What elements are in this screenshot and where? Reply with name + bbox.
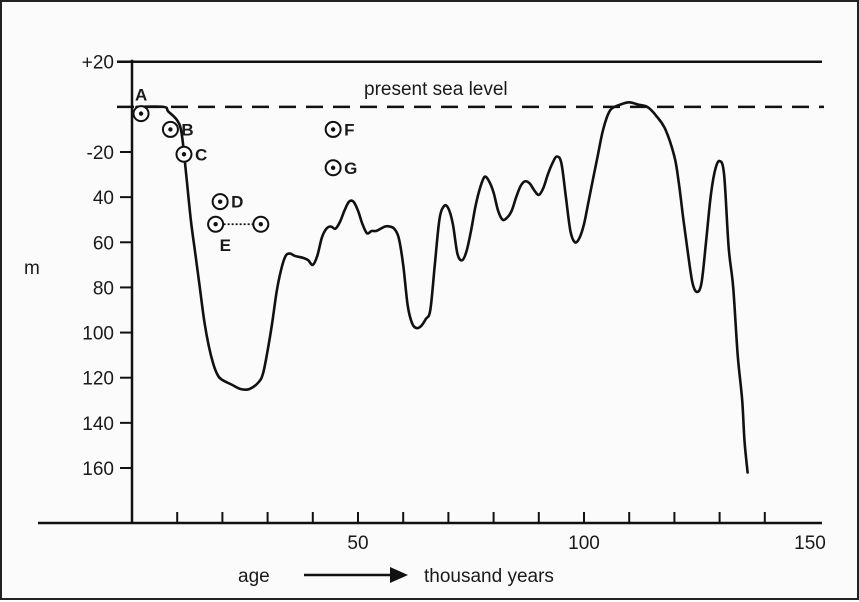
y-tick-label: 80: [93, 278, 114, 299]
y-tick-label: -20: [87, 143, 114, 164]
x-tick-label: 100: [568, 533, 600, 554]
y-tick-label: 40: [93, 188, 114, 209]
marker-c-label: C: [195, 145, 207, 164]
marker-a: [132, 105, 150, 123]
y-tick-label: 120: [82, 369, 114, 390]
marker-d-label: D: [231, 193, 243, 212]
x-tick-label: 50: [347, 533, 368, 554]
present-sea-level-label: present sea level: [364, 79, 508, 100]
x-tick-group: 50 100 150: [176, 512, 826, 554]
marker-d: [211, 193, 229, 211]
y-tick-label: +20: [82, 53, 114, 74]
marker-g: [324, 159, 342, 177]
marker-f-label: F: [344, 120, 354, 139]
y-tick-group: +20 -20 40 60 80 100 120 140 160: [82, 53, 132, 480]
x-axis-label: age: [238, 566, 270, 587]
marker-e-end: [252, 215, 270, 233]
marker-a-label: A: [135, 86, 147, 105]
marker-e: [207, 215, 225, 233]
sea-level-curve: [135, 101, 749, 474]
marker-g-label: G: [344, 159, 357, 178]
axes: [38, 59, 824, 525]
y-axis-label: m: [24, 258, 40, 279]
x-tick-label: 150: [794, 533, 826, 554]
marker-f: [324, 120, 342, 138]
x-axis-unit-label: thousand years: [424, 566, 554, 587]
marker-c: [175, 145, 193, 163]
marker-e-label: E: [220, 236, 231, 255]
marker-b: [161, 120, 179, 138]
y-tick-label: 60: [93, 233, 114, 254]
marker-b-label: B: [181, 120, 193, 139]
y-tick-label: 140: [82, 414, 114, 435]
marker-group: A BC D E F G: [132, 86, 357, 255]
arrow-icon: [304, 567, 408, 583]
y-tick-label: 160: [82, 459, 114, 480]
y-tick-label: 100: [82, 324, 114, 345]
